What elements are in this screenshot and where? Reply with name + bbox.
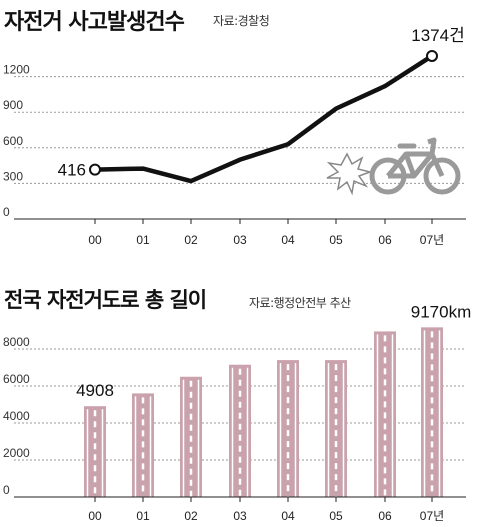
y-tick-label: 300 — [3, 169, 23, 183]
chart-source-accidents: 자료:경찰청 — [213, 14, 270, 28]
y-tick-label: 2000 — [3, 446, 30, 460]
bicycle-crash-icon — [326, 137, 461, 196]
data-point — [426, 49, 438, 62]
bike-frame-icon — [386, 151, 445, 178]
bike-seat-tube-icon — [403, 153, 417, 177]
x-tick-label: 02 — [184, 233, 198, 247]
y-tick-label: 0 — [3, 483, 10, 497]
x-tick-label: 07년 — [420, 233, 444, 247]
bike-front-wheel-icon — [423, 157, 461, 195]
y-tick-label: 0 — [3, 205, 10, 219]
x-tick-label: 03 — [233, 509, 247, 523]
x-tick-label: 03 — [233, 233, 247, 247]
bar — [325, 360, 347, 497]
x-tick-label: 06 — [378, 509, 392, 523]
bar — [277, 360, 299, 497]
bike-handlebar-icon — [427, 137, 437, 155]
x-tick-label: 02 — [184, 509, 198, 523]
chart-title-bike-roads: 전국 자전거도로 총 길이 — [4, 288, 207, 312]
x-tick-label: 05 — [329, 233, 343, 247]
crash-burst-icon — [326, 152, 373, 196]
x-tick-label: 04 — [281, 509, 295, 523]
y-tick-label: 900 — [3, 98, 23, 112]
bar — [229, 364, 251, 497]
data-label: 416 — [58, 161, 86, 180]
x-tick-label: 07년 — [420, 509, 444, 523]
series-line — [94, 54, 434, 184]
line-chart: 0 300 600 900 1200 00 01 02 03 04 05 06 07년 416 1374건 — [3, 26, 466, 247]
x-tick-label: 01 — [136, 233, 150, 247]
bar — [84, 406, 106, 497]
x-tick-label: 01 — [136, 509, 150, 523]
data-point — [89, 163, 101, 176]
y-tick-label: 4000 — [3, 409, 30, 423]
y-tick-label: 600 — [3, 134, 23, 148]
x-tick-label: 05 — [329, 509, 343, 523]
y-tick-label: 8000 — [3, 335, 30, 349]
chart-title-accidents: 자전거 사고발생건수 — [4, 10, 185, 35]
x-tick-label: 00 — [88, 509, 102, 523]
x-tick-label: 06 — [378, 233, 392, 247]
y-tick-label: 1200 — [3, 63, 30, 77]
data-label: 9170km — [411, 302, 471, 321]
chart-source-bike-roads: 자료:행정안전부 추산 — [249, 296, 351, 310]
x-tick-label: 04 — [281, 233, 295, 247]
y-tick-label: 6000 — [3, 372, 30, 386]
data-label: 4908 — [76, 381, 114, 400]
data-label: 1374건 — [411, 26, 464, 45]
x-tick-label: 00 — [88, 233, 102, 247]
